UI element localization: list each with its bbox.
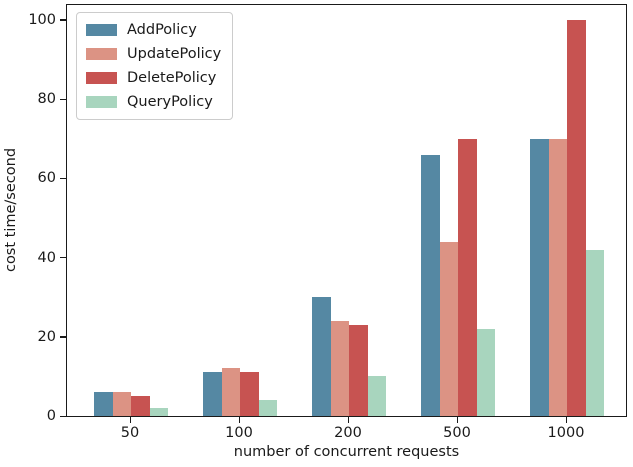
legend-swatch-icon [86,48,117,60]
y-tick-mark [60,257,66,259]
y-tick-mark [60,177,66,180]
x-tick-mark [565,417,567,423]
x-tick-label: 50 [120,425,140,441]
bar-AddPolicy-50 [94,392,113,416]
x-tick-label: 1000 [547,425,585,441]
bar-DeletePolicy-1000 [567,19,586,416]
y-tick-label: 100 [28,11,56,28]
bar-DeletePolicy-200 [349,324,368,416]
x-tick-label: 100 [225,425,253,441]
bar-DeletePolicy-50 [131,396,150,416]
legend-label: QueryPolicy [127,93,213,110]
legend-item-AddPolicy: AddPolicy [86,21,221,39]
x-tick-mark [347,417,349,423]
bar-QueryPolicy-200 [367,376,386,416]
bar-UpdatePolicy-200 [330,320,349,416]
y-tick-label: 20 [37,328,56,345]
bar-UpdatePolicy-50 [112,392,131,416]
y-tick-label: 0 [46,408,56,424]
y-tick-label: 80 [37,91,56,108]
legend-label: DeletePolicy [127,69,217,86]
bar-QueryPolicy-50 [149,408,168,416]
x-tick-mark [238,417,240,423]
legend-item-QueryPolicy: QueryPolicy [86,93,221,111]
legend-swatch-icon [86,96,117,108]
legend-swatch-icon [86,72,117,84]
bar-DeletePolicy-100 [240,372,259,416]
bar-UpdatePolicy-500 [439,241,458,416]
legend-label: UpdatePolicy [127,45,222,62]
legend-item-DeletePolicy: DeletePolicy [86,69,221,87]
y-tick-mark [60,98,66,100]
x-tick-mark [129,417,131,423]
bar-AddPolicy-500 [421,154,440,416]
y-tick-mark [60,336,66,338]
bar-AddPolicy-100 [203,372,222,416]
x-tick-label: 200 [334,425,362,441]
legend-item-UpdatePolicy: UpdatePolicy [86,45,221,63]
bar-UpdatePolicy-100 [221,368,240,416]
y-tick-mark [60,415,66,417]
plot-area: AddPolicy UpdatePolicy DeletePolicy QueryPo… [66,4,627,417]
bar-AddPolicy-1000 [530,138,549,416]
legend-swatch-icon [86,24,117,36]
x-tick-mark [456,417,458,423]
y-tick-label: 60 [37,170,56,187]
y-tick-mark [60,19,66,21]
x-tick-label: 500 [443,425,471,441]
y-tick-label: 40 [37,249,56,266]
bar-DeletePolicy-500 [458,138,477,416]
bar-AddPolicy-200 [312,297,331,416]
bar-UpdatePolicy-1000 [548,138,567,416]
x-axis-label: number of concurrent requests [233,444,460,460]
bar-QueryPolicy-500 [476,328,495,416]
legend-label: AddPolicy [127,21,197,38]
legend: AddPolicy UpdatePolicy DeletePolicy QueryPo… [76,12,234,120]
bar-QueryPolicy-100 [258,400,277,416]
bar-QueryPolicy-1000 [585,249,604,416]
